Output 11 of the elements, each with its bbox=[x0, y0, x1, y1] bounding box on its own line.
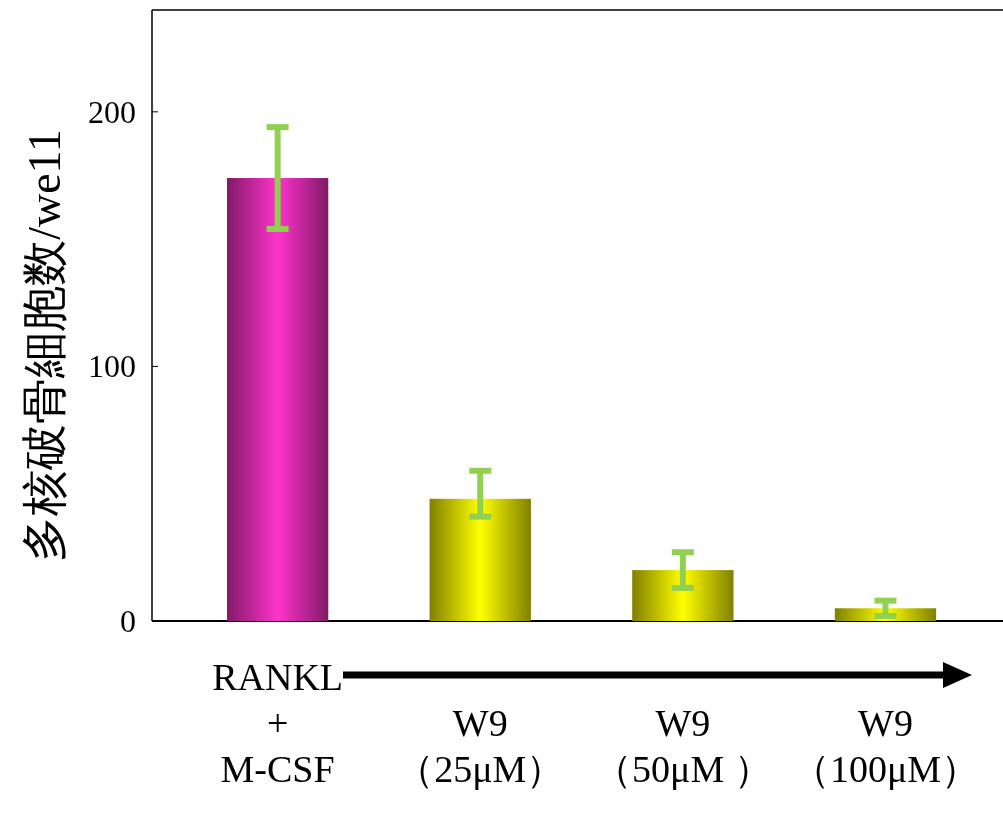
bar bbox=[632, 570, 734, 621]
x-tick-label: W9 （25μM） bbox=[396, 702, 565, 790]
y-tick-label: 100 bbox=[88, 348, 136, 385]
x-tick-label: W9 （50μM ） bbox=[594, 702, 772, 790]
y-tick-label: 200 bbox=[88, 93, 136, 130]
bar bbox=[429, 498, 531, 621]
y-axis-title: 多核破骨細胞数/we11 bbox=[19, 129, 70, 562]
x-tick-label: RANKL + M-CSF bbox=[212, 656, 344, 790]
x-tick-label: W9 （100μM） bbox=[791, 702, 980, 790]
y-tick-label: 0 bbox=[120, 603, 136, 639]
bar bbox=[226, 178, 329, 621]
